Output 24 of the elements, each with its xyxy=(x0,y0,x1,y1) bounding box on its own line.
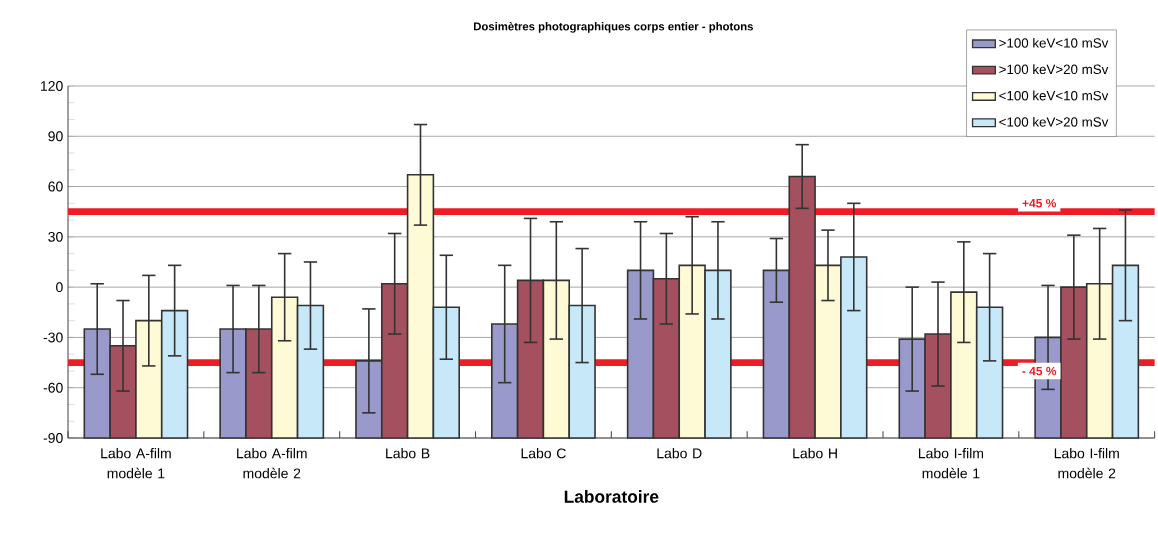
x-tick-label: Labo C xyxy=(521,448,566,459)
y-tick-label: -60 xyxy=(43,382,63,393)
legend-label: >100 keV>20 mSv xyxy=(999,64,1109,75)
x-tick-label: Labo I-film modèle 1 xyxy=(918,448,984,479)
chart-title: Dosimètres photographiques corps entier - photons xyxy=(473,22,753,33)
y-tick-label: 0 xyxy=(56,282,63,293)
x-tick-label: Labo D xyxy=(657,448,702,459)
x-tick-label: Labo B xyxy=(386,448,430,459)
x-tick-label: Labo A-film modèle 1 xyxy=(101,448,171,479)
y-tick-label: 60 xyxy=(48,181,63,192)
x-tick-label: Labo H xyxy=(793,448,837,459)
legend-label: <100 keV>20 mSv xyxy=(999,116,1109,127)
y-tick-label: 120 xyxy=(41,81,63,91)
legend-label: <100 keV<10 mSv xyxy=(999,90,1109,101)
x-tick-label: Labo I-film modèle 2 xyxy=(1054,448,1119,479)
y-tick-label: 90 xyxy=(48,131,63,142)
legend-label: >100 keV<10 mSv xyxy=(999,37,1109,48)
x-tick-label: Labo A-film modèle 2 xyxy=(237,448,307,479)
y-tick-label: -30 xyxy=(43,332,63,343)
ref-line-label: - 45 % xyxy=(1022,366,1057,376)
y-tick-label: -90 xyxy=(43,433,63,443)
y-tick-label: 30 xyxy=(48,231,63,242)
x-axis-title: Laboratoire xyxy=(564,490,659,503)
ref-line-label: +45 % xyxy=(1022,198,1057,208)
